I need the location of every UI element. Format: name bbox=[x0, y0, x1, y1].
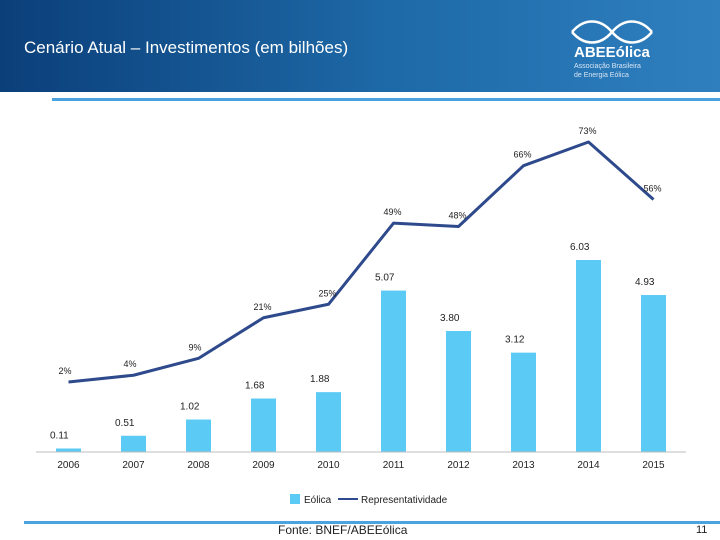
logo-subtitle-line-2: de Energia Eólica bbox=[574, 72, 629, 79]
logo-wave-icon bbox=[571, 20, 653, 44]
line-value-label: 48% bbox=[449, 211, 467, 221]
x-tick-label: 2009 bbox=[252, 460, 275, 471]
logo-subtitle-line-1: Associação Brasileira bbox=[574, 63, 641, 70]
slide-title: Cenário Atual – Investimentos (em bilhõe… bbox=[24, 38, 349, 57]
legend-swatch-eolica bbox=[290, 494, 300, 504]
bar-2012 bbox=[446, 331, 471, 452]
logo-name: ABEEólica bbox=[574, 44, 650, 61]
line-value-label: 56% bbox=[644, 183, 662, 193]
x-tick-label: 2007 bbox=[122, 460, 145, 471]
bar-value-label: 5.07 bbox=[375, 273, 395, 284]
bar-2007 bbox=[121, 435, 146, 452]
bar-2011 bbox=[381, 290, 406, 452]
bar-value-label: 3.80 bbox=[440, 313, 460, 324]
x-tick-label: 2015 bbox=[642, 460, 665, 471]
x-tick-label: 2011 bbox=[383, 460, 405, 471]
bottom-divider bbox=[24, 521, 720, 524]
bar-value-label: 1.02 bbox=[180, 402, 200, 413]
x-tick-label: 2012 bbox=[447, 460, 470, 471]
x-tick-label: 2010 bbox=[317, 460, 340, 471]
legend-label-representatividade: Representatividade bbox=[361, 495, 448, 506]
x-tick-label: 2008 bbox=[187, 460, 210, 471]
bar-2014 bbox=[576, 260, 601, 452]
line-value-label: 9% bbox=[189, 342, 202, 352]
x-tick-label: 2014 bbox=[577, 460, 600, 471]
abeeolica-logo: ABEEólica Associação Brasileira de Energ… bbox=[560, 14, 700, 86]
bar-value-label: 6.03 bbox=[570, 242, 590, 253]
slide-header: Cenário Atual – Investimentos (em bilhõe… bbox=[0, 0, 720, 92]
bar-2013 bbox=[511, 352, 536, 452]
investment-chart: 0.11 0.51 1.02 1.68 1.88 5.07 3.80 3.12 6.03 4.93… bbox=[36, 126, 686, 506]
line-value-label: 21% bbox=[254, 302, 272, 312]
bar-2015 bbox=[641, 295, 666, 452]
source-note: Fonte: BNEF/ABEEólica bbox=[278, 523, 408, 537]
page-number: 11 bbox=[696, 524, 708, 536]
legend-label-eolica: Eólica bbox=[304, 495, 332, 506]
line-value-label: 73% bbox=[579, 126, 597, 136]
top-divider bbox=[52, 98, 720, 101]
line-value-label: 49% bbox=[384, 207, 402, 217]
bar-2008 bbox=[186, 419, 211, 452]
bar-2010 bbox=[316, 392, 341, 452]
line-value-label: 2% bbox=[59, 366, 72, 376]
bar-value-label: 0.11 bbox=[50, 430, 69, 441]
line-value-label: 4% bbox=[124, 359, 137, 369]
bar-value-label: 4.93 bbox=[635, 277, 655, 288]
bar-2006 bbox=[56, 448, 81, 452]
x-tick-label: 2013 bbox=[512, 460, 535, 471]
bar-value-label: 1.68 bbox=[245, 381, 265, 392]
line-value-label: 66% bbox=[514, 150, 532, 160]
representatividade-line bbox=[68, 140, 655, 384]
x-tick-label: 2006 bbox=[57, 460, 80, 471]
bar-value-label: 0.51 bbox=[115, 418, 135, 429]
line-value-label: 25% bbox=[319, 288, 337, 298]
bar-2009 bbox=[251, 398, 276, 452]
bar-value-label: 1.88 bbox=[310, 374, 330, 385]
bar-value-label: 3.12 bbox=[505, 335, 525, 346]
